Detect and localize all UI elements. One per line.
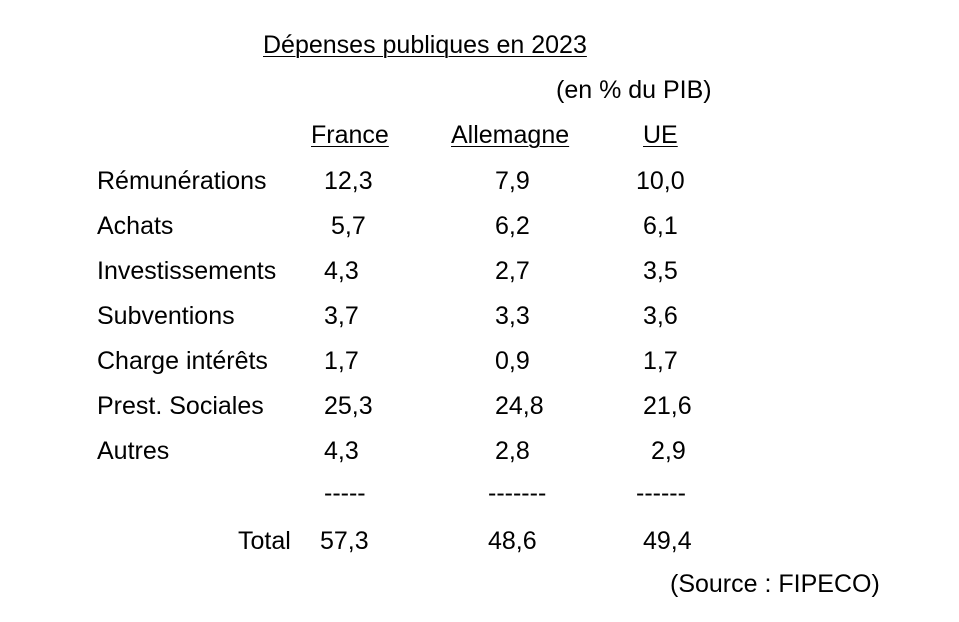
table-cell-allemagne: 2,7 — [495, 257, 530, 285]
table-cell-ue: 3,6 — [643, 302, 678, 330]
table-cell-france: 4,3 — [324, 437, 359, 465]
table-cell-france: 25,3 — [324, 392, 373, 420]
table-cell-ue: 1,7 — [643, 347, 678, 375]
table-cell-ue: 2,9 — [651, 437, 686, 465]
table-cell-france: 1,7 — [324, 347, 359, 375]
table-cell-france: 5,7 — [331, 212, 366, 240]
row-label: Investissements — [97, 257, 277, 285]
table-cell-allemagne: 24,8 — [495, 392, 544, 420]
separator-ue: ------ — [636, 479, 686, 507]
row-label: Charge intérêts — [97, 347, 268, 375]
table-cell-france: 12,3 — [324, 167, 373, 195]
unit-note: (en % du PIB) — [556, 76, 712, 104]
table-cell-ue: 3,5 — [643, 257, 678, 285]
column-header-allemagne: Allemagne — [451, 121, 570, 149]
row-label: Subventions — [97, 302, 235, 330]
table-cell-ue: 10,0 — [636, 167, 685, 195]
row-label: Achats — [97, 212, 174, 240]
table-cell-ue: 6,1 — [643, 212, 678, 240]
table-cell-france: 3,7 — [324, 302, 359, 330]
separator-france: ----- — [324, 479, 366, 507]
column-header-france: France — [311, 121, 389, 149]
table-cell-allemagne: 0,9 — [495, 347, 530, 375]
table-cell-allemagne: 6,2 — [495, 212, 530, 240]
row-label: Prest. Sociales — [97, 392, 264, 420]
table-cell-ue: 21,6 — [643, 392, 692, 420]
row-label: Rémunérations — [97, 167, 267, 195]
row-label: Autres — [97, 437, 170, 465]
table-cell-allemagne: 7,9 — [495, 167, 530, 195]
total-label: Total — [238, 527, 291, 555]
column-header-ue: UE — [643, 121, 678, 149]
table-cell-allemagne: 3,3 — [495, 302, 530, 330]
total-allemagne: 48,6 — [488, 527, 537, 555]
separator-allemagne: ------- — [488, 479, 547, 507]
table-cell-france: 4,3 — [324, 257, 359, 285]
source-note: (Source : FIPECO) — [670, 570, 880, 598]
total-ue: 49,4 — [643, 527, 692, 555]
table-cell-allemagne: 2,8 — [495, 437, 530, 465]
page-title: Dépenses publiques en 2023 — [263, 31, 587, 59]
total-france: 57,3 — [320, 527, 369, 555]
